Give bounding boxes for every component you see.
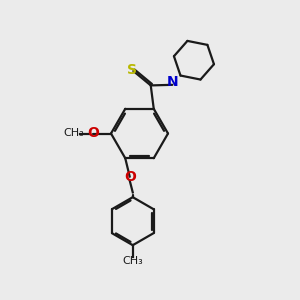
Text: S: S: [127, 62, 137, 76]
Text: O: O: [124, 170, 136, 184]
Text: CH₃: CH₃: [122, 256, 143, 266]
Text: O: O: [87, 126, 99, 140]
Text: CH₃: CH₃: [64, 128, 85, 139]
Text: N: N: [167, 75, 179, 89]
